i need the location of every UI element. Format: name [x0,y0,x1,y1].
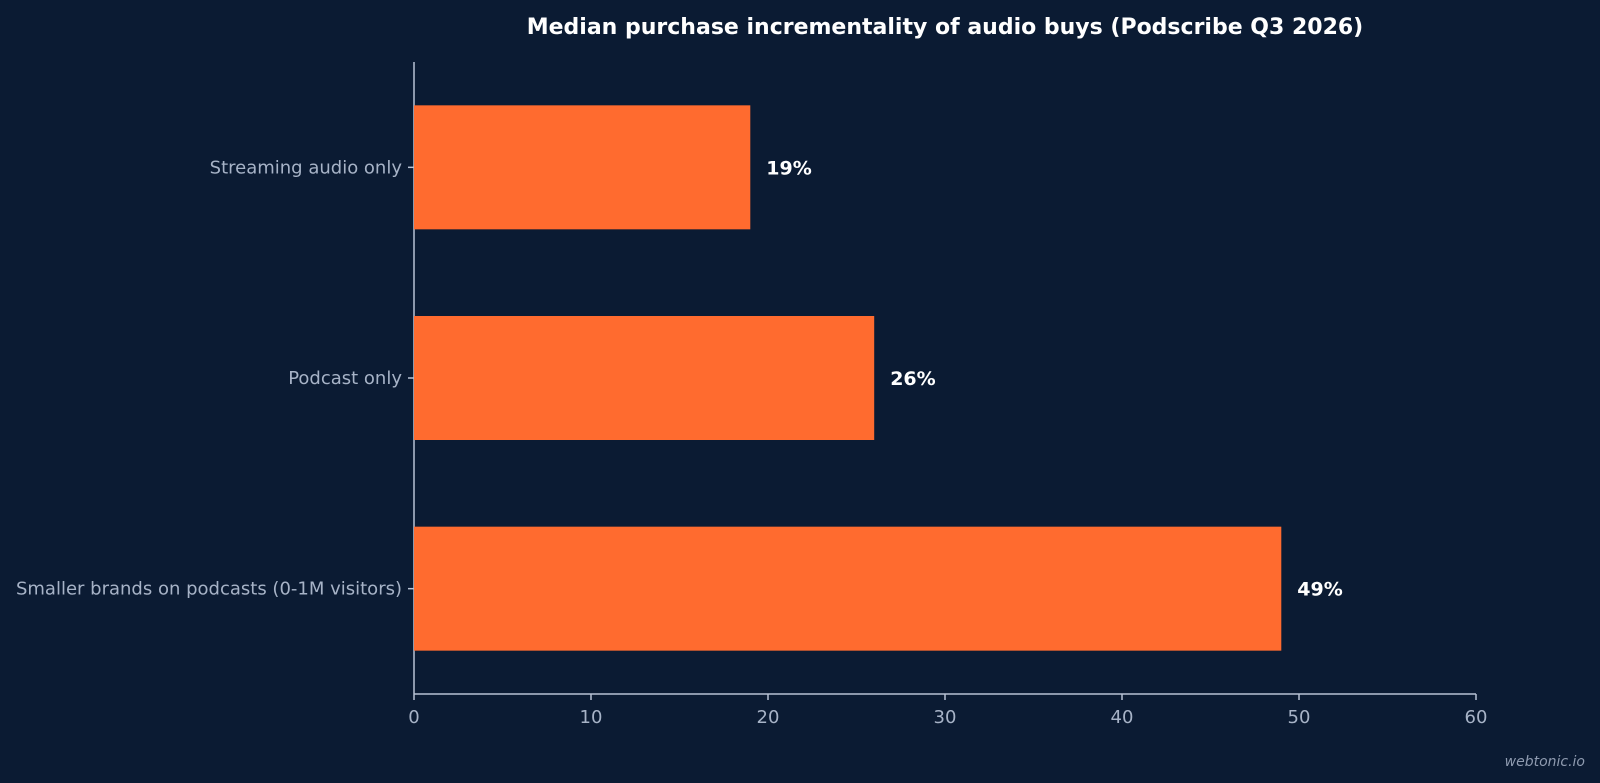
x-ticks-group: 0 10 20 30 40 50 60 [408,694,1487,728]
bars-group: Streaming audio only 19% Podcast only 26% Sm… [16,105,1343,651]
x-tick-label: 60 [1465,707,1488,728]
bar [414,526,1282,651]
category-label: Smaller brands on podcasts (0-1M visitor… [16,579,402,600]
bar [414,105,751,230]
x-tick-label: 50 [1288,707,1311,728]
chart-title: Median purchase incrementality of audio … [527,15,1364,40]
category-label: Podcast only [288,368,402,389]
x-tick-label: 0 [408,707,419,728]
plot-area: Streaming audio only 19% Podcast only 26% Sm… [16,62,1487,728]
x-tick-label: 30 [934,707,957,728]
x-tick-label: 40 [1111,707,1134,728]
value-label: 49% [1297,579,1342,601]
x-tick-label: 20 [757,707,780,728]
watermark: webtonic.io [1505,754,1585,770]
value-label: 26% [890,368,935,390]
bar [414,316,875,440]
value-label: 19% [766,157,811,179]
category-label: Streaming audio only [210,157,403,178]
x-tick-label: 10 [580,707,603,728]
